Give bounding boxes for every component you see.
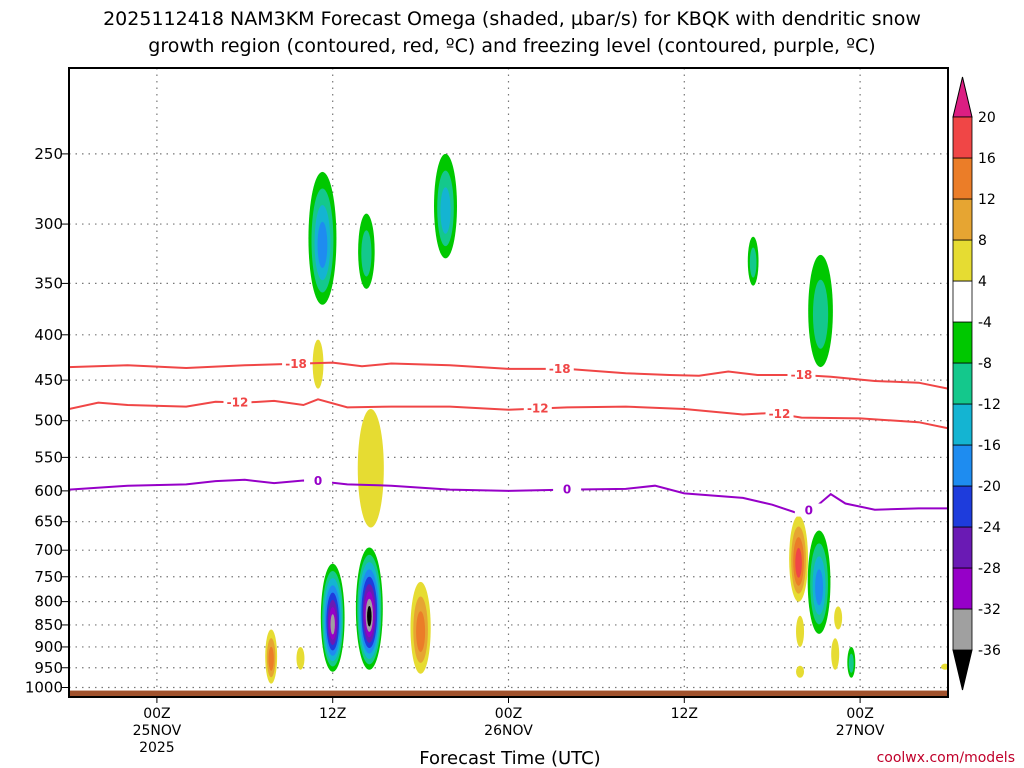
contour-label: -12 [227,395,249,409]
colorbar-swatch [952,526,973,569]
colorbar-swatch [952,321,973,364]
colorbar-swatch [952,485,973,528]
y-tick-label: 350 [34,274,63,292]
y-tick-label: 600 [34,482,63,500]
x-tick-label: 12Z [671,706,698,722]
omega-region [808,254,833,368]
x-tick-label: 12Z [319,706,346,722]
colorbar-swatch [952,280,973,323]
colorbar-bottom-arrow [952,649,973,691]
omega-region [355,547,383,670]
y-tick-label: 400 [34,326,63,344]
colorbar-label: -28 [978,561,1001,577]
omega-region [296,646,305,670]
colorbar-label: 4 [978,274,987,290]
omega-region [807,530,831,634]
omega-region [796,665,805,678]
colorbar-label: 8 [978,233,987,249]
omega-region [357,408,384,528]
x-tick-label: 2025 [139,740,175,756]
contour-label: 0 [314,474,322,488]
contour-label: 0 [805,504,813,518]
colorbar-label: 20 [978,110,996,126]
temperature-contours: -18 -18 -18 -12 -12 -12 0 0 0 [69,356,948,518]
omega-region [941,663,948,670]
grid-lines [69,68,948,697]
y-tick-label: 650 [34,513,63,531]
colorbar-legend: -36 -32 -28 -24 -20 -16 -12 -8 -4 4 8 12 16 20 [952,76,1001,691]
terrain-band [69,690,948,697]
omega-region [789,515,809,602]
omega-region [265,629,278,684]
omega-region [434,153,458,259]
y-tick-label: 700 [34,541,63,559]
y-tick-label: 850 [34,616,63,634]
omega-shading [265,153,948,684]
terrain-fill [69,690,948,697]
colorbar-swatch [952,157,973,200]
x-tick-label: 00Z [143,706,170,722]
contour-label: 0 [563,483,571,497]
colorbar-swatch [952,608,973,651]
colorbar-swatch [952,116,973,159]
x-tick-label: 26NOV [484,723,533,739]
colorbar-label: -12 [978,397,1001,413]
omega-region [308,171,337,305]
y-tick-label: 500 [34,412,63,430]
colorbar-label: 16 [978,151,996,167]
omega-region [410,581,431,674]
y-tick-label: 950 [34,659,63,677]
y-tick-label: 550 [34,448,63,466]
contour-label: -12 [769,407,791,421]
omega-region [312,339,324,389]
colorbar-swatch [952,444,973,487]
omega-region [834,606,843,630]
x-tick-label: 00Z [495,706,522,722]
contour-label: -18 [791,368,813,382]
chart-title-line-2: growth region (contoured, red, ºC) and f… [148,35,875,57]
x-tick-label: 25NOV [133,723,182,739]
y-tick-label: 800 [34,593,63,611]
colorbar-label: -20 [978,479,1001,495]
y-axis-ticks: 250 300 350 400 450 500 550 600 650 700 750 800 850 9… [25,145,69,696]
colorbar-label: -32 [978,602,1001,618]
colorbar-swatch [952,239,973,282]
y-tick-label: 750 [34,568,63,586]
colorbar-label: -8 [978,356,992,372]
y-tick-label: 900 [34,638,63,656]
omega-region [847,646,856,678]
contour-label: -18 [549,362,571,376]
colorbar-swatch [952,567,973,610]
x-tick-label: 00Z [846,706,873,722]
contour-label: -12 [527,402,549,416]
y-tick-label: 1000 [25,678,63,696]
credit-label: coolwx.com/models [877,750,1015,766]
colorbar-label: -24 [978,520,1001,536]
y-tick-label: 450 [34,371,63,389]
omega-region [320,563,345,672]
contour-label: -18 [285,357,307,371]
colorbar-swatch [952,403,973,446]
omega-region [831,638,840,670]
y-tick-label: 250 [34,145,63,163]
colorbar-label: -4 [978,315,992,331]
omega-region [747,236,759,286]
colorbar-top-arrow [952,76,973,118]
x-tick-label: 27NOV [836,723,885,739]
y-tick-label: 300 [34,215,63,233]
omega-region [358,213,375,289]
x-axis-title: Forecast Time (UTC) [419,748,600,768]
colorbar-label: -36 [978,643,1001,659]
colorbar-label: -16 [978,438,1001,454]
omega-region [796,615,805,647]
colorbar-label: 12 [978,192,996,208]
colorbar-swatch [952,198,973,241]
chart-title-line-1: 2025112418 NAM3KM Forecast Omega (shaded… [103,8,921,30]
colorbar-swatch [952,362,973,405]
